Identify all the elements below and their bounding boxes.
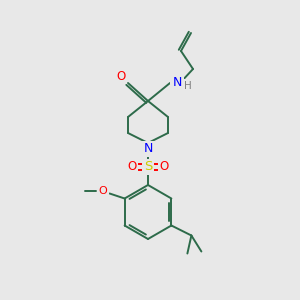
- Text: S: S: [144, 160, 152, 173]
- Text: O: O: [98, 185, 107, 196]
- Text: N: N: [172, 76, 182, 89]
- Text: O: O: [116, 70, 126, 83]
- Text: O: O: [128, 160, 136, 173]
- Text: H: H: [184, 81, 192, 91]
- Text: N: N: [143, 142, 153, 155]
- Text: O: O: [159, 160, 169, 173]
